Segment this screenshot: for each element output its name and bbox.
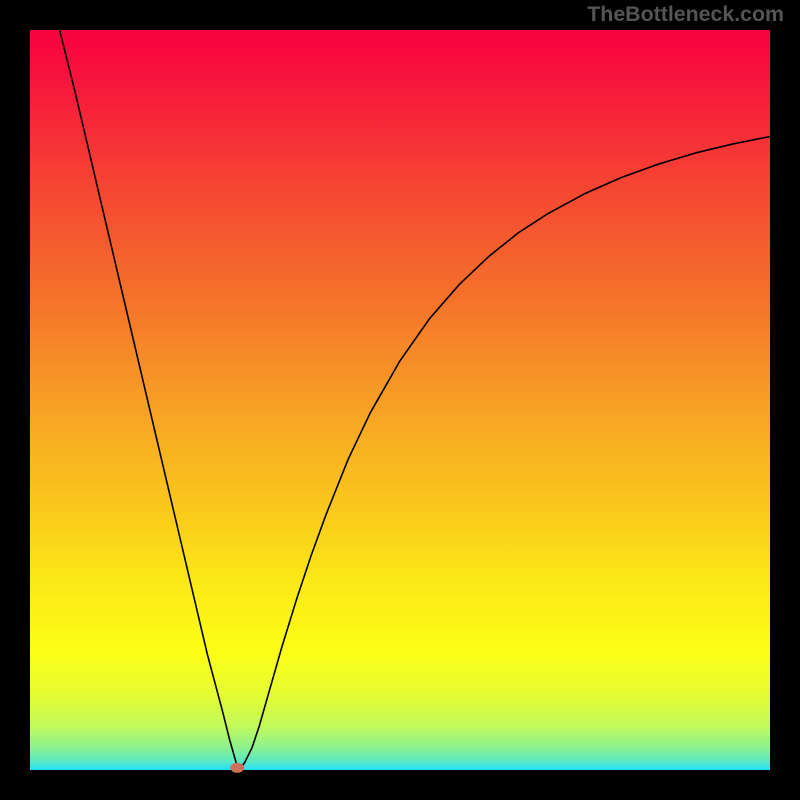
chart-svg xyxy=(0,0,800,800)
minimum-marker xyxy=(230,763,244,773)
figure: TheBottleneck.com xyxy=(0,0,800,800)
plot-background xyxy=(30,30,770,770)
